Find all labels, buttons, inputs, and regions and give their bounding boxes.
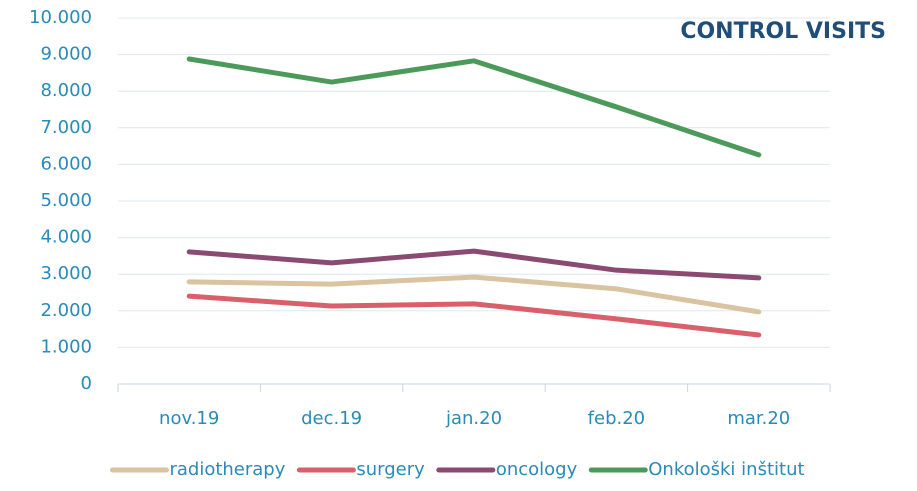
legend: radiotherapy surgery oncology Onkološki inš…	[109, 459, 805, 480]
line-series	[186, 274, 762, 315]
line-series	[186, 56, 762, 158]
y-tick-label: 7.000	[40, 117, 92, 138]
x-tick-label: nov.19	[159, 408, 219, 429]
line-series	[186, 293, 762, 338]
y-tick-label: 4.000	[40, 227, 92, 248]
legend-label: oncology	[496, 459, 578, 480]
line-series	[186, 248, 762, 281]
legend-label: Onkološki inštitut	[648, 459, 804, 480]
legend-label: surgery	[356, 459, 425, 480]
y-tick-label: 8.000	[40, 80, 92, 101]
y-tick-label: 10.000	[29, 7, 92, 28]
y-tick-label: 5.000	[40, 190, 92, 211]
x-tick-label: dec.19	[301, 408, 362, 429]
x-tick-label: jan.20	[445, 408, 502, 429]
chart-title: CONTROL VISITS	[680, 19, 886, 44]
y-tick-label: 6.000	[40, 153, 92, 174]
y-tick-label: 2.000	[40, 300, 92, 321]
x-tick-label: feb.20	[588, 408, 645, 429]
y-tick-label: 3.000	[40, 263, 92, 284]
y-tick-label: 9.000	[40, 44, 92, 65]
legend-label: radiotherapy	[169, 459, 285, 480]
x-tick-label: mar.20	[727, 408, 790, 429]
y-tick-label: 1.000	[40, 336, 92, 357]
y-tick-label: 0	[81, 373, 92, 394]
